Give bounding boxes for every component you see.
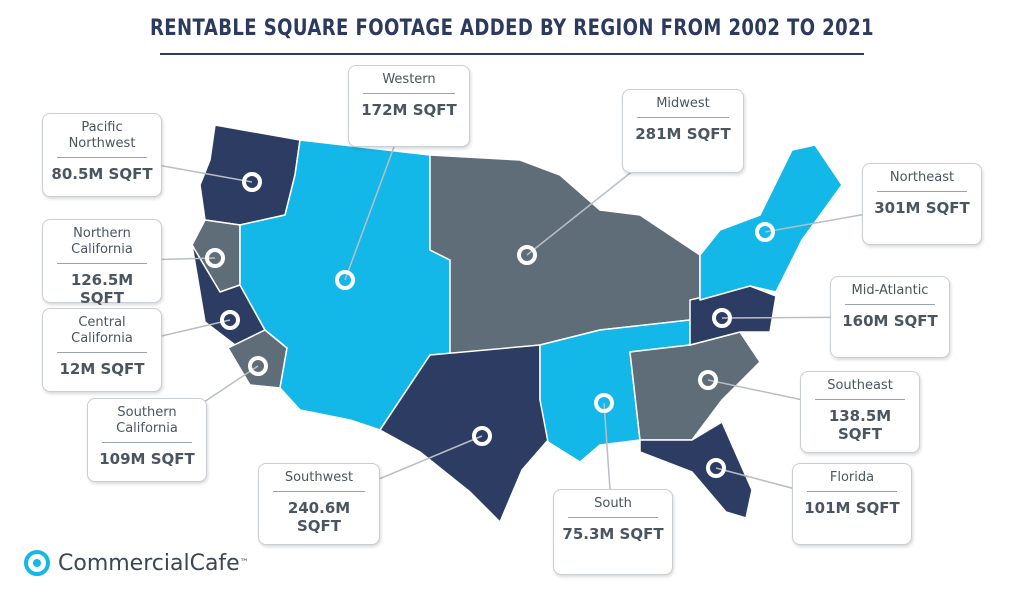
brand: CommercialCafe: [58, 550, 240, 576]
region-value: 281M SQFT: [635, 125, 731, 143]
region-name: Pacific Northwest: [57, 120, 147, 158]
region-value: 75.3M SQFT: [562, 525, 664, 543]
region-name: Southeast: [815, 378, 905, 400]
region-name: Southwest: [273, 470, 365, 492]
region-name: Midwest: [637, 96, 729, 118]
region-callout: Mid-Atlantic 160M SQFT: [830, 276, 950, 358]
region-name: South: [568, 496, 658, 518]
region-callout: Southeast 138.5M SQFT: [800, 371, 920, 453]
region-callout: Southwest 240.6M SQFT: [258, 463, 380, 545]
region-name: Florida: [807, 470, 897, 492]
region-name: Western: [363, 72, 455, 94]
region-value: 101M SQFT: [804, 499, 900, 517]
region-callout: South 75.3M SQFT: [553, 489, 673, 575]
region-callout: Western 172M SQFT: [348, 65, 470, 147]
region-value: 12M SQFT: [59, 360, 145, 378]
regions: [191, 124, 843, 523]
title: RENTABLE SQUARE FOOTAGE ADDED BY REGION …: [149, 16, 875, 41]
trademark: ™: [239, 558, 249, 568]
florida-area: [639, 421, 753, 519]
region-dot: [242, 172, 262, 192]
region-value: 126.5M SQFT: [70, 271, 134, 307]
region-dot: [712, 308, 732, 328]
logo: CommercialCafe ™: [22, 548, 249, 578]
region-value: 80.5M SQFT: [51, 165, 153, 183]
region-callout: Central California 12M SQFT: [42, 308, 162, 392]
region-dot: [517, 245, 537, 265]
region-name: Central California: [57, 315, 147, 353]
region-dot: [220, 310, 240, 330]
region-name: Southern California: [102, 405, 192, 443]
region-value: 138.5M SQFT: [828, 407, 892, 443]
region-dot: [472, 426, 492, 446]
region-value: 109M SQFT: [99, 450, 195, 468]
region-callout: Pacific Northwest 80.5M SQFT: [42, 113, 162, 197]
region-name: Northeast: [877, 170, 967, 192]
logo-icon: [24, 550, 50, 576]
region-name: Mid-Atlantic: [845, 283, 935, 305]
region-callout: Florida 101M SQFT: [792, 463, 912, 545]
region-callout: Southern California 109M SQFT: [87, 398, 207, 482]
region-value: 172M SQFT: [361, 101, 457, 119]
region-dot: [698, 370, 718, 390]
region-value: 301M SQFT: [874, 199, 970, 217]
region-value: 240.6M SQFT: [287, 499, 351, 535]
region-callout: Midwest 281M SQFT: [622, 89, 744, 173]
region-name: Northern California: [57, 226, 147, 264]
region-dot: [594, 393, 614, 413]
region-callout: Northeast 301M SQFT: [862, 163, 982, 245]
region-dot: [335, 270, 355, 290]
region-dot: [248, 356, 268, 376]
northeast-area: [699, 144, 843, 301]
region-callout: Northern California 126.5M SQFT: [42, 219, 162, 307]
region-dot: [205, 248, 225, 268]
title-rule: [160, 53, 864, 55]
region-dot: [755, 222, 775, 242]
region-value: 160M SQFT: [842, 312, 938, 330]
region-dot: [706, 458, 726, 478]
